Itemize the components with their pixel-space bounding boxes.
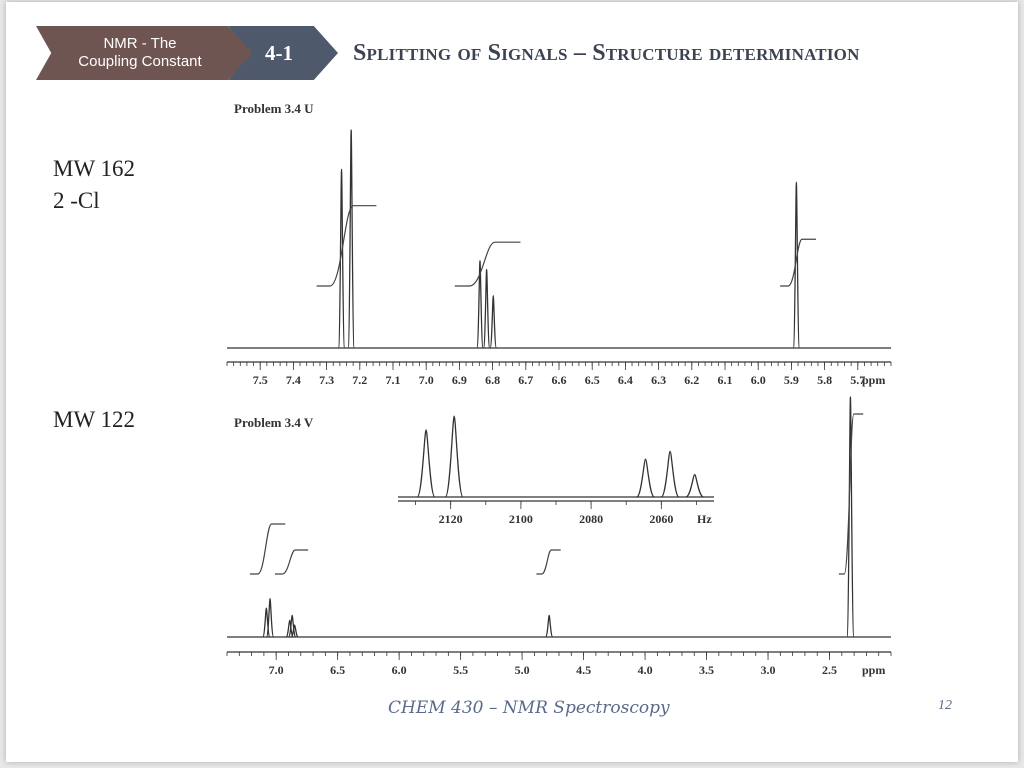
spectrum-u-tick-label: 6.6: [552, 373, 567, 387]
spectrum-v-tick-label: 3.0: [761, 663, 776, 677]
spectrum-v-tick-label: 6.0: [392, 663, 407, 677]
spectrum-v-tick-label: 2.5: [822, 663, 837, 677]
mw-label-1: MW 162: [53, 156, 135, 181]
topic-badge: NMR - The Coupling Constant: [36, 26, 254, 80]
spectrum-u-tick-label: 6.7: [518, 373, 533, 387]
spectrum-u-tick-label: 6.3: [651, 373, 666, 387]
chloro-label: 2 -Cl: [53, 188, 100, 213]
spectrum-u-peak: [476, 260, 484, 349]
spectrum-v-peak: [265, 597, 275, 638]
spectrum-v-tick-label: 5.0: [515, 663, 530, 677]
footer-course: CHEM 430 – NMR Spectroscopy: [388, 698, 670, 718]
inset-tick-label: 2080: [579, 512, 603, 526]
inset-x-unit: Hz: [697, 512, 712, 526]
spectrum-u-tick-label: 6.4: [618, 373, 633, 387]
spectrum-u-tick-label: 7.5: [253, 373, 268, 387]
spectrum-u-tick-label: 7.4: [286, 373, 301, 387]
spectrum-v-tick-label: 5.5: [453, 663, 468, 677]
spectrum-u-tick-label: 5.9: [784, 373, 799, 387]
spectrum-v-peak: [288, 614, 297, 638]
inset-tick-label: 2060: [649, 512, 673, 526]
spectrum-u-tick-label: 6.9: [452, 373, 467, 387]
spectrum-u-tick-label: 6.2: [684, 373, 699, 387]
topic-line-1: NMR - The: [103, 35, 177, 52]
spectrum-v-peak: [544, 614, 554, 638]
mw-label-2: MW 122: [53, 407, 135, 432]
spectrum-u-integral: [454, 241, 521, 287]
spectrum-u-tick-label: 6.8: [485, 373, 500, 387]
slide-title: Splitting of Signals – Structure determi…: [353, 40, 860, 66]
inset-peak: [685, 473, 704, 498]
spectrum-u-peak: [337, 168, 346, 349]
spectrum-u-x-unit: ppm: [862, 373, 885, 387]
spectrum-v-tick-label: 7.0: [269, 663, 284, 677]
spectrum-u-tick-label: 5.8: [817, 373, 832, 387]
topic-line-2: Coupling Constant: [78, 53, 202, 70]
spectrum-v-integral: [838, 413, 864, 575]
inset-peak: [444, 415, 464, 498]
spectrum-u-tick-label: 6.5: [585, 373, 600, 387]
spectrum-u-tick-label: 7.1: [386, 373, 401, 387]
spectrum-u-tick-label: 7.0: [419, 373, 434, 387]
spectrum-v-tick-label: 4.0: [638, 663, 653, 677]
spectrum-v-integral: [249, 523, 286, 575]
spectrum-u-title: Problem 3.4 U: [234, 101, 314, 116]
spectrum-v: 7.0 6.5 6.0 5.5 5.0 4.5 4.0 3.5 3.0 2.5 ppm: [226, 396, 892, 677]
spectrum-u-peak: [482, 268, 491, 349]
spectrum-v-peak: [846, 396, 855, 638]
spectrum-u-tick-label: 7.2: [352, 373, 367, 387]
spectrum-u-peak: [347, 129, 355, 349]
page-number: 12: [938, 698, 952, 713]
spectrum-v-x-unit: ppm: [862, 663, 885, 677]
spectrum-v-integral: [536, 549, 561, 575]
inset-tick-label: 2120: [439, 512, 463, 526]
spectrum-v-peak: [285, 619, 294, 638]
inset-peak: [416, 429, 436, 498]
slide: NMR - The Coupling Constant 4-1 Splittin…: [6, 2, 1018, 762]
spectrum-u-integral: [780, 238, 816, 287]
spectrum-u-peak: [489, 295, 497, 349]
spectrum-u-integral: [316, 205, 377, 287]
spectrum-v-peak: [262, 607, 271, 638]
spectrum-v-integral: [274, 549, 309, 575]
inset-peak: [660, 450, 680, 498]
spectrum-u-tick-label: 6.1: [718, 373, 733, 387]
spectrum-v-tick-label: 3.5: [699, 663, 714, 677]
spectrum-v-tick-label: 6.5: [330, 663, 345, 677]
section-number: 4-1: [265, 40, 293, 65]
spectrum-v-title: Problem 3.4 V: [234, 415, 314, 430]
spectrum-u-peak: [792, 181, 801, 349]
inset-peak: [636, 458, 655, 498]
inset-tick-label: 2100: [509, 512, 533, 526]
spectrum-v-peak: [290, 624, 299, 638]
spectrum-v-inset: 2120 2100 2080 2060 Hz: [398, 415, 714, 526]
spectrum-u-tick-label: 7.3: [319, 373, 334, 387]
spectrum-u-tick-label: 5.7: [850, 373, 865, 387]
spectrum-u: 7.5 7.4 7.3 7.2 7.1 7.0 6.9 6.8 6.7 6.6 6.5 6.4 6.3 6…: [226, 129, 892, 387]
spectrum-v-tick-label: 4.5: [576, 663, 591, 677]
spectrum-u-tick-label: 6.0: [751, 373, 766, 387]
